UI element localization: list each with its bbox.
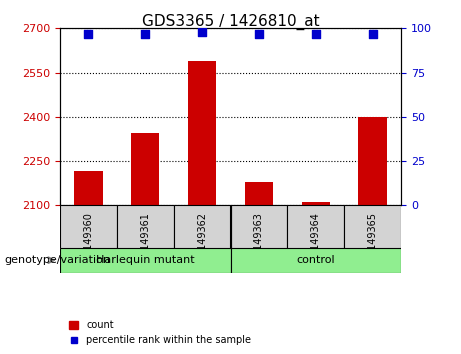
Text: genotype/variation: genotype/variation: [5, 255, 111, 265]
Bar: [131, 133, 160, 205]
Point: [85, 31, 92, 36]
Text: GDS3365 / 1426810_at: GDS3365 / 1426810_at: [142, 14, 319, 30]
Text: GSM149365: GSM149365: [367, 212, 378, 271]
Point: [142, 31, 149, 36]
Bar: [188, 61, 216, 205]
Text: GSM149361: GSM149361: [140, 212, 150, 270]
FancyBboxPatch shape: [344, 205, 401, 248]
Bar: [358, 117, 387, 205]
Point: [312, 31, 319, 36]
Bar: [245, 182, 273, 205]
Text: control: control: [296, 255, 335, 265]
FancyBboxPatch shape: [60, 205, 117, 248]
Text: GSM149364: GSM149364: [311, 212, 321, 270]
Text: GSM149362: GSM149362: [197, 212, 207, 271]
FancyBboxPatch shape: [230, 248, 401, 273]
Point: [198, 29, 206, 35]
FancyBboxPatch shape: [230, 205, 287, 248]
FancyBboxPatch shape: [117, 205, 174, 248]
FancyBboxPatch shape: [287, 205, 344, 248]
Bar: [301, 202, 330, 205]
Bar: [74, 171, 102, 205]
Point: [255, 31, 263, 36]
Point: [369, 31, 376, 36]
Text: GSM149360: GSM149360: [83, 212, 94, 270]
Text: Harlequin mutant: Harlequin mutant: [96, 255, 195, 265]
Legend: count, percentile rank within the sample: count, percentile rank within the sample: [65, 316, 255, 349]
Text: GSM149363: GSM149363: [254, 212, 264, 270]
FancyBboxPatch shape: [60, 248, 230, 273]
FancyBboxPatch shape: [174, 205, 230, 248]
